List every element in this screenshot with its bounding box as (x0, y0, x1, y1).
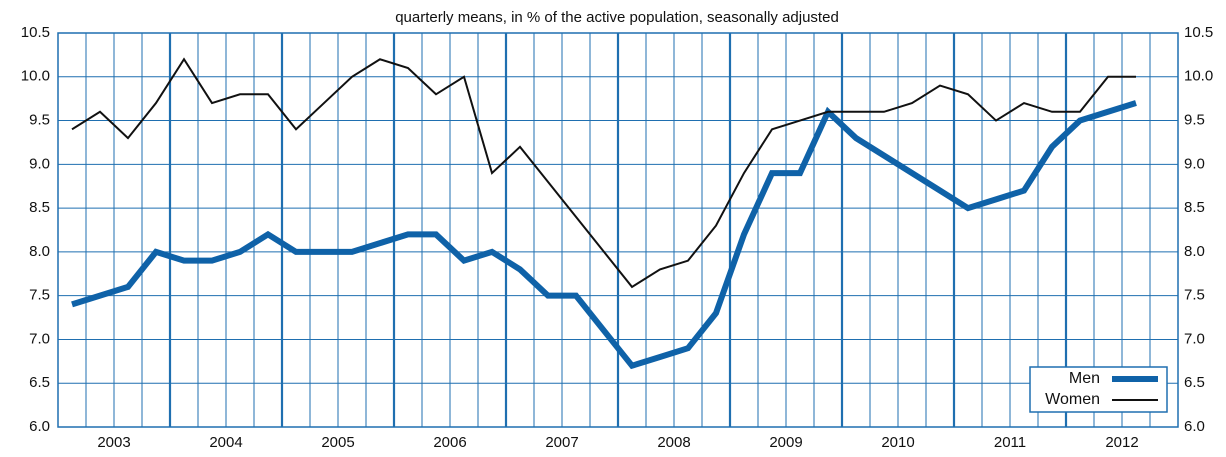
y-tick-label: 9.0 (29, 155, 50, 172)
y2-tick-label: 10.5 (1184, 24, 1213, 41)
y2-tick-label: 8.5 (1184, 199, 1205, 216)
y-tick-label: 9.5 (29, 112, 50, 129)
x-tick-label: 2005 (321, 434, 354, 451)
x-tick-label: 2009 (769, 434, 802, 451)
series-line (71, 57, 1136, 289)
y2-tick-label: 8.0 (1184, 243, 1205, 260)
x-tick-label: 2007 (545, 434, 578, 451)
y-tick-label: 8.0 (29, 243, 50, 260)
y2-tick-label: 7.0 (1184, 330, 1205, 347)
y-tick-label: 6.0 (29, 418, 50, 435)
x-tick-label: 2011 (994, 434, 1026, 451)
y-tick-label: 8.5 (29, 199, 50, 216)
x-tick-label: 2008 (657, 434, 690, 451)
legend-label: Women (1045, 391, 1100, 408)
series-line (71, 100, 1137, 370)
y2-tick-label: 6.0 (1184, 418, 1205, 435)
x-tick-label: 2003 (97, 434, 130, 451)
y-tick-label: 7.0 (29, 330, 50, 347)
x-tick-label: 2012 (1105, 434, 1138, 451)
y2-tick-label: 6.5 (1184, 374, 1205, 391)
legend-label: Men (1069, 370, 1100, 387)
y-tick-label: 6.5 (29, 374, 50, 391)
legend: Men Women (1029, 366, 1168, 413)
legend-box (1029, 366, 1168, 413)
y2-tick-label: 7.5 (1184, 287, 1205, 304)
x-tick-label: 2006 (433, 434, 466, 451)
y2-tick-label: 9.5 (1184, 112, 1205, 129)
y-tick-label: 10.0 (21, 68, 50, 85)
y2-tick-label: 10.0 (1184, 68, 1213, 85)
x-tick-label: 2004 (209, 434, 242, 451)
chart-subtitle: quarterly means, in % of the active popu… (395, 9, 839, 26)
y2-tick-label: 9.0 (1184, 155, 1205, 172)
y-tick-label: 10.5 (21, 24, 50, 41)
x-tick-label: 2010 (881, 434, 914, 451)
y-tick-label: 7.5 (29, 287, 50, 304)
